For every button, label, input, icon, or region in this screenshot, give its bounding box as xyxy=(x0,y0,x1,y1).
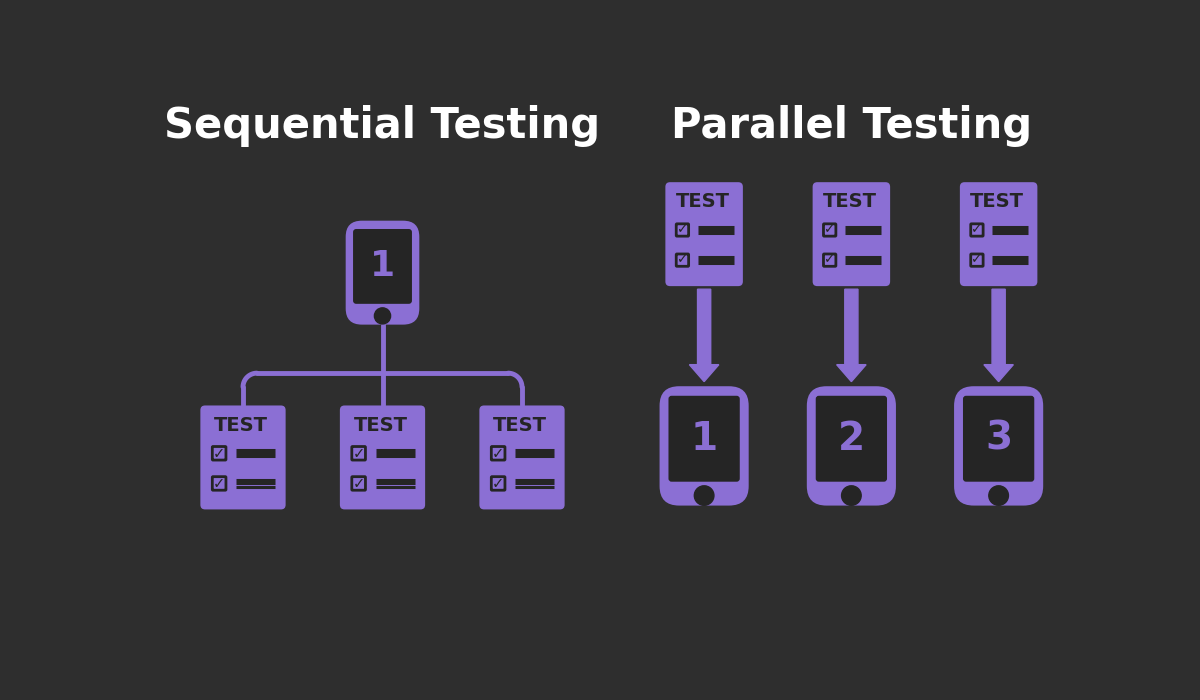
Polygon shape xyxy=(836,289,866,382)
Text: ✓: ✓ xyxy=(492,446,504,461)
Text: 2: 2 xyxy=(838,420,865,458)
Text: TEST: TEST xyxy=(354,416,408,435)
Text: ✓: ✓ xyxy=(824,223,835,237)
Text: 1: 1 xyxy=(370,249,395,284)
Text: Parallel Testing: Parallel Testing xyxy=(671,106,1032,148)
FancyBboxPatch shape xyxy=(816,395,887,482)
FancyBboxPatch shape xyxy=(668,395,739,482)
FancyBboxPatch shape xyxy=(806,386,896,505)
Circle shape xyxy=(695,486,714,505)
Text: TEST: TEST xyxy=(823,193,877,211)
FancyBboxPatch shape xyxy=(660,386,749,505)
Circle shape xyxy=(841,486,862,505)
FancyBboxPatch shape xyxy=(960,182,1037,286)
Text: ✓: ✓ xyxy=(677,223,688,237)
Text: ✓: ✓ xyxy=(353,446,365,461)
Text: TEST: TEST xyxy=(215,416,269,435)
Text: Sequential Testing: Sequential Testing xyxy=(164,106,600,148)
Polygon shape xyxy=(984,289,1013,382)
Text: TEST: TEST xyxy=(676,193,730,211)
FancyBboxPatch shape xyxy=(340,405,425,510)
FancyBboxPatch shape xyxy=(479,405,565,510)
FancyBboxPatch shape xyxy=(353,229,412,304)
FancyBboxPatch shape xyxy=(962,395,1034,482)
FancyBboxPatch shape xyxy=(812,182,890,286)
Text: 3: 3 xyxy=(985,420,1012,458)
Circle shape xyxy=(989,486,1008,505)
Text: ✓: ✓ xyxy=(492,476,504,491)
FancyBboxPatch shape xyxy=(200,405,286,510)
Text: ✓: ✓ xyxy=(214,476,226,491)
Text: ✓: ✓ xyxy=(824,253,835,267)
FancyBboxPatch shape xyxy=(346,220,419,325)
FancyBboxPatch shape xyxy=(665,182,743,286)
Circle shape xyxy=(374,308,390,324)
FancyBboxPatch shape xyxy=(954,386,1043,505)
Text: TEST: TEST xyxy=(493,416,547,435)
Text: TEST: TEST xyxy=(970,193,1024,211)
Text: ✓: ✓ xyxy=(677,253,688,267)
Text: ✓: ✓ xyxy=(971,253,983,267)
Text: ✓: ✓ xyxy=(214,446,226,461)
Polygon shape xyxy=(689,289,719,382)
Text: 1: 1 xyxy=(690,420,718,458)
Text: ✓: ✓ xyxy=(353,476,365,491)
Text: ✓: ✓ xyxy=(971,223,983,237)
